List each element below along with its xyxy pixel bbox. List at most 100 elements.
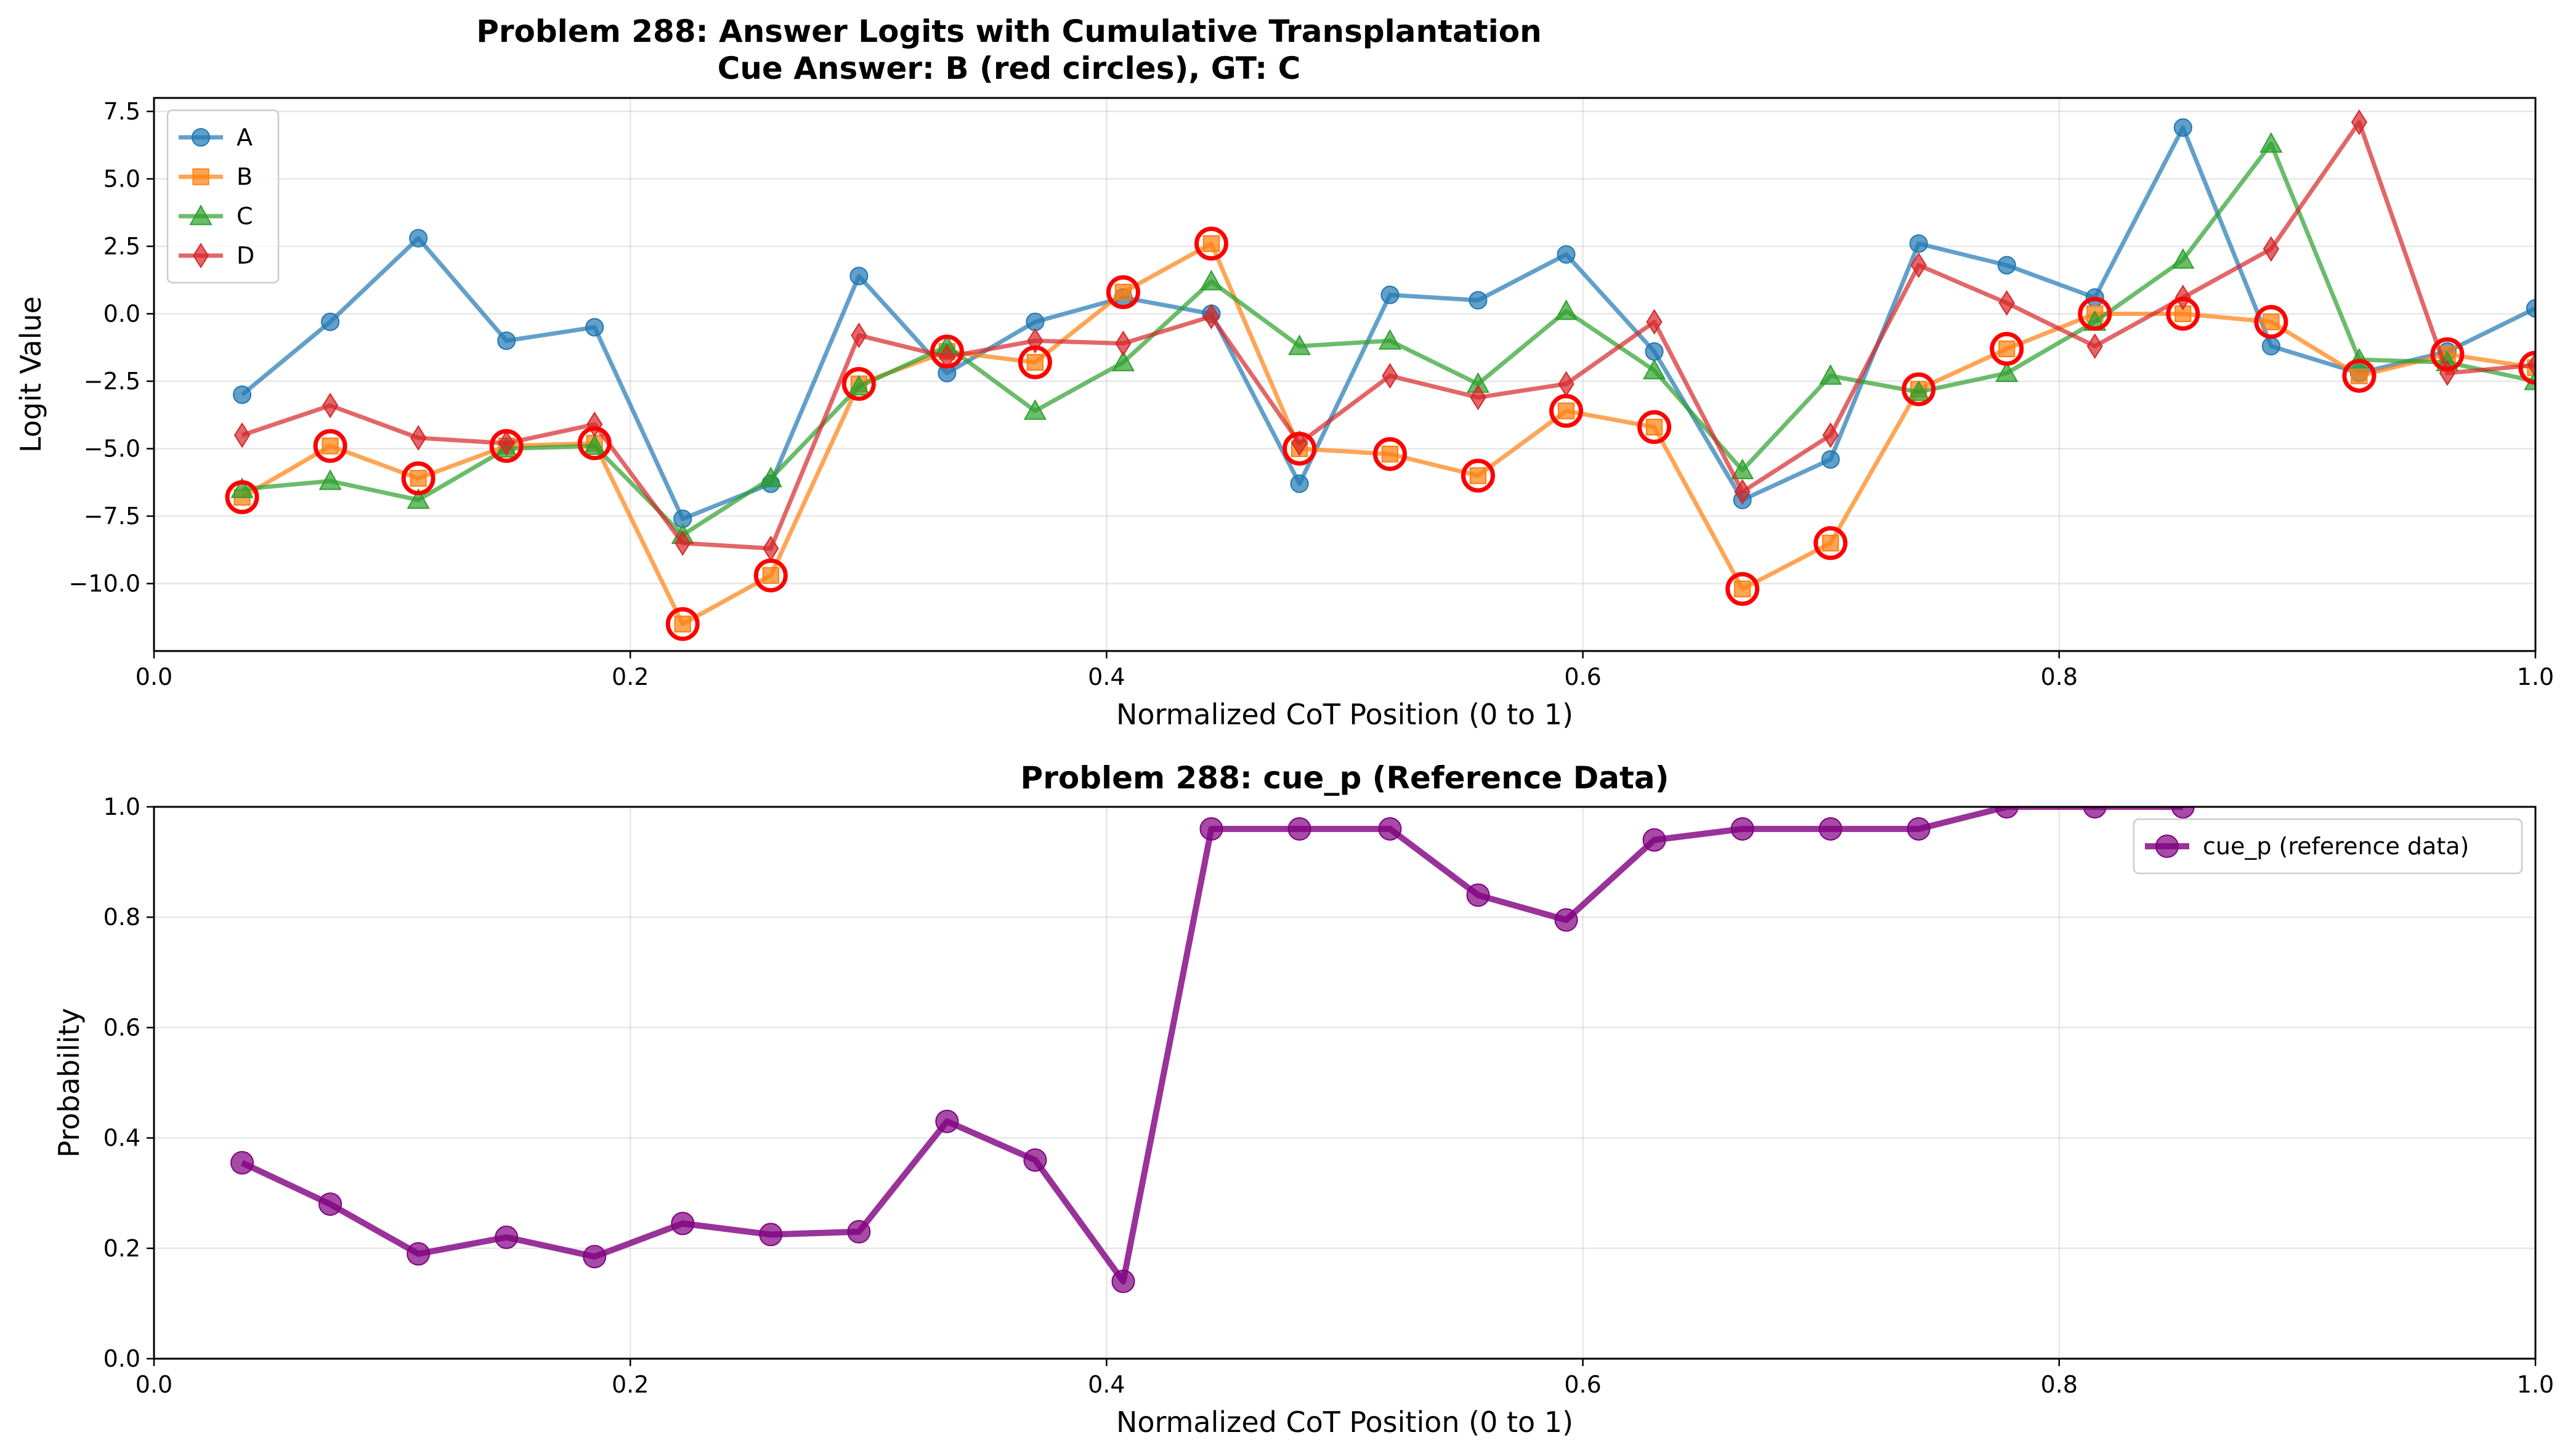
data-point: [407, 1242, 431, 1266]
data-point: [1995, 807, 2019, 819]
data-point: [410, 470, 427, 487]
chart2-title: Problem 288: cue_p (Reference Data): [1021, 760, 1669, 796]
x-tick-label: 0.4: [1088, 1371, 1125, 1398]
data-point: [1114, 283, 1132, 301]
data-point: [2263, 313, 2280, 331]
cue-circle: [1637, 410, 1672, 444]
data-point: [935, 1109, 959, 1133]
data-point: [2086, 333, 2103, 359]
data-point: [1819, 364, 1842, 385]
legend-label: D: [237, 242, 254, 269]
chart2-y-axis-label: Probability: [52, 1008, 86, 1157]
data-point: [1378, 329, 1401, 350]
data-point: [321, 312, 340, 331]
x-tick-label: 0.4: [1088, 663, 1125, 690]
data-point: [1557, 245, 1576, 264]
data-point: [1909, 234, 1928, 253]
data-point: [1734, 580, 1751, 597]
cue-circle: [1106, 275, 1140, 309]
data-point: [1469, 467, 1487, 484]
y-tick-label: 0.2: [103, 1235, 140, 1262]
legend-label: C: [237, 203, 253, 230]
data-point: [233, 422, 251, 448]
legend-item: B: [179, 163, 253, 190]
data-point: [1998, 340, 2016, 357]
y-tick-label: −2.5: [84, 368, 140, 395]
cue-circle: [930, 334, 964, 369]
data-point: [1378, 817, 1402, 841]
y-tick-label: 0.4: [103, 1125, 140, 1152]
data-point: [1645, 418, 1663, 436]
chart2-x-axis-label: Normalized CoT Position (0 to 1): [1116, 1405, 1573, 1439]
data-point: [1558, 371, 1574, 397]
data-point: [407, 488, 430, 509]
cue-circle: [665, 607, 700, 641]
series-line: [240, 807, 2183, 1285]
data-point: [585, 318, 604, 337]
data-point: [1199, 817, 1223, 841]
chart1-grid: [153, 98, 2537, 651]
data-point: [1381, 445, 1399, 463]
data-point: [1643, 358, 1666, 379]
data-point: [1026, 354, 1044, 371]
data-point: [2261, 337, 2280, 356]
y-tick-label: 0.6: [103, 1014, 140, 1041]
chart1-x-axis-label: Normalized CoT Position (0 to 1): [1116, 698, 1573, 731]
data-point: [1023, 1148, 1047, 1172]
data-point: [322, 392, 339, 419]
data-point: [583, 434, 606, 455]
data-point: [2351, 109, 2367, 135]
data-point: [1642, 828, 1666, 852]
cue-circle: [313, 429, 347, 463]
data-point: [1287, 817, 1311, 841]
cue-circle: [1813, 526, 1848, 560]
chart2-ticks: 0.0 0.2 0.4 0.6 0.8 1.0 0.0 0.2 0.4 0.6 0.8 1.0: [103, 793, 2555, 1398]
data-point: [849, 267, 869, 286]
logits-chart: Problem 288: Answer Logits with Cumulati…: [14, 14, 2554, 731]
cue-circle: [1902, 372, 1936, 406]
data-point: [1646, 309, 1663, 335]
legend-frame: [2133, 818, 2523, 875]
x-tick-label: 1.0: [2517, 1371, 2554, 1398]
y-tick-label: −5.0: [84, 435, 140, 462]
cue-circle: [1725, 572, 1760, 606]
data-point: [1997, 256, 2016, 275]
cue-circle: [1194, 227, 1229, 261]
data-point: [495, 1225, 519, 1249]
data-point: [1466, 883, 1490, 907]
data-point: [2171, 807, 2195, 819]
cue-circle: [401, 461, 436, 496]
cue-circle: [2518, 350, 2535, 385]
cue-circle: [1282, 431, 1317, 466]
data-point: [1645, 342, 1664, 361]
data-point: [1730, 817, 1754, 841]
y-tick-label: 1.0: [103, 793, 140, 820]
cue-circle: [2078, 296, 2112, 331]
x-tick-label: 0.8: [2041, 663, 2078, 690]
chart1-y-axis-label: Logit Value: [14, 296, 47, 453]
data-point: [1555, 299, 1578, 320]
y-tick-label: 0.0: [103, 1345, 140, 1372]
data-point: [498, 430, 515, 456]
data-point: [1111, 350, 1135, 371]
chart2-grid: [153, 806, 2537, 1360]
chart2-plot-frame: [153, 806, 2537, 1360]
series-c: [230, 132, 2535, 544]
data-point: [1818, 817, 1842, 841]
x-tick-label: 1.0: [2517, 663, 2554, 690]
chart1-plot-frame: [153, 97, 2537, 652]
legend-swatch-marker: [2155, 835, 2179, 858]
data-point: [322, 437, 339, 455]
cue-circles: [225, 227, 2535, 641]
chart1-title-line2: Cue Answer: B (red circles), GT: C: [718, 51, 1301, 86]
data-point: [847, 1219, 871, 1244]
data-point: [1907, 817, 1931, 841]
y-tick-label: 7.5: [103, 98, 140, 125]
data-point: [847, 374, 870, 396]
x-tick-label: 0.2: [612, 1371, 649, 1398]
legend-swatch-marker: [192, 168, 209, 185]
legend-item: A: [179, 124, 253, 151]
y-tick-label: 0.8: [103, 904, 140, 931]
